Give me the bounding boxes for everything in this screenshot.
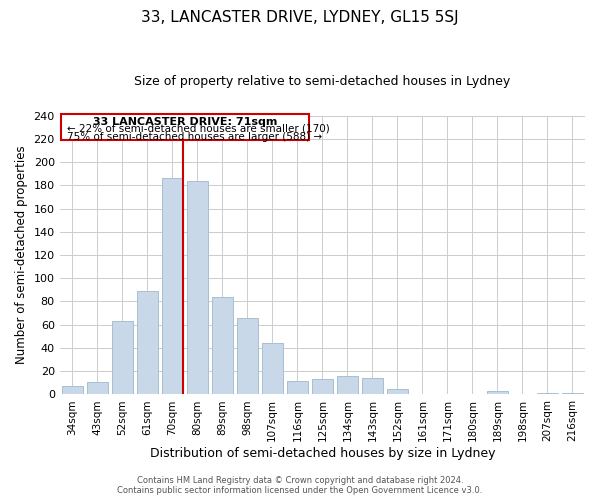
Bar — [337, 376, 358, 394]
Text: ← 22% of semi-detached houses are smaller (170): ← 22% of semi-detached houses are smalle… — [67, 124, 330, 134]
Bar — [187, 180, 208, 394]
Bar — [487, 391, 508, 394]
Bar — [236, 318, 258, 394]
Text: 75% of semi-detached houses are larger (588) →: 75% of semi-detached houses are larger (… — [67, 132, 322, 142]
Text: Contains HM Land Registry data © Crown copyright and database right 2024.
Contai: Contains HM Land Registry data © Crown c… — [118, 476, 482, 495]
X-axis label: Distribution of semi-detached houses by size in Lydney: Distribution of semi-detached houses by … — [149, 447, 495, 460]
Bar — [312, 380, 333, 394]
Y-axis label: Number of semi-detached properties: Number of semi-detached properties — [15, 146, 28, 364]
Bar — [161, 178, 183, 394]
Bar — [137, 291, 158, 395]
Bar — [262, 344, 283, 394]
Title: Size of property relative to semi-detached houses in Lydney: Size of property relative to semi-detach… — [134, 75, 511, 88]
Text: 33 LANCASTER DRIVE: 71sqm: 33 LANCASTER DRIVE: 71sqm — [92, 116, 277, 126]
FancyBboxPatch shape — [61, 114, 308, 140]
Text: 33, LANCASTER DRIVE, LYDNEY, GL15 5SJ: 33, LANCASTER DRIVE, LYDNEY, GL15 5SJ — [141, 10, 459, 25]
Bar — [62, 386, 83, 394]
Bar — [362, 378, 383, 394]
Bar — [86, 382, 108, 394]
Bar — [212, 297, 233, 394]
Bar — [387, 388, 408, 394]
Bar — [287, 380, 308, 394]
Bar — [112, 321, 133, 394]
